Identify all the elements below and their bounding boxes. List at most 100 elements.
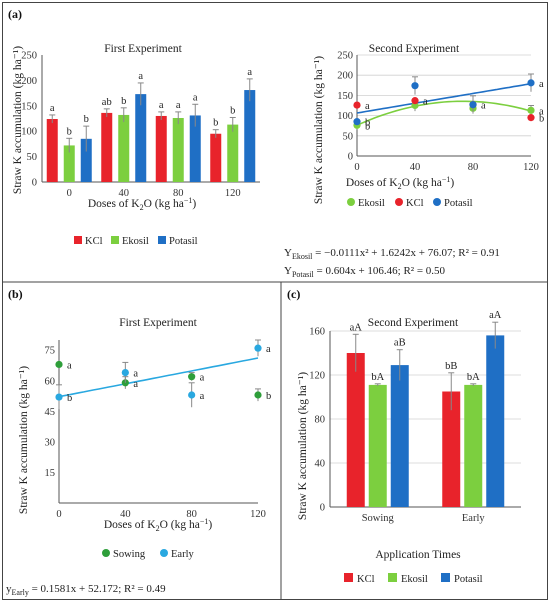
b-sig-sowing-120: b <box>266 391 271 402</box>
b-ytick-75: 75 <box>45 346 56 357</box>
a1-bar-ekosil-0 <box>63 145 75 182</box>
legend-a1: KCl Ekosil Potasil <box>74 236 198 247</box>
legend-label-potasil: Potasil <box>169 236 198 247</box>
legend-swatch-potasil <box>158 236 166 244</box>
a1-sig-ekosil-80: a <box>176 100 181 111</box>
c-sig-ekosil-early: bA <box>467 372 480 383</box>
b-point-early-0 <box>55 393 63 401</box>
c-xtick-sowing: Sowing <box>362 513 395 524</box>
legend-swatch-ekosil-c <box>388 573 397 582</box>
panel-label-b: (b) <box>8 287 23 301</box>
a2-xtick-0: 0 <box>354 162 359 173</box>
a2-ytick-250: 250 <box>337 51 353 62</box>
a2-sig-kcl-40: a <box>423 97 428 108</box>
c-sig-ekosil-sowing: bA <box>371 372 384 383</box>
legend-swatch-ekosil <box>111 236 119 244</box>
c-ytick-40: 40 <box>315 459 326 470</box>
b-ytick-45: 45 <box>45 407 56 418</box>
a1-sig-kcl-120: b <box>213 118 218 129</box>
b-point-early-80 <box>188 391 196 399</box>
equation-early: yEarly = 0.1581x + 52.172; R² = 0.49 <box>6 583 166 597</box>
c-bar-potasil-early <box>486 335 505 507</box>
a1-xtick-0: 0 <box>67 188 72 199</box>
b-point-early-40 <box>121 369 129 377</box>
legend-label-kcl-2: KCl <box>406 198 424 209</box>
a1-sig-kcl-0: a <box>50 103 55 114</box>
a1-ytick-0: 0 <box>32 178 37 189</box>
title-second-experiment-a: Second Experiment <box>369 43 460 55</box>
b-ytick-60: 60 <box>45 376 56 387</box>
a1-ytick-200: 200 <box>21 76 37 87</box>
legend-swatch-kcl <box>74 236 82 244</box>
a1-ytick-50: 50 <box>27 152 38 163</box>
a2-sig-potasil-120: a <box>539 79 544 90</box>
legend-swatch-kcl-c <box>344 573 353 582</box>
xlabel-a2: Doses of K2O (kg ha−1) <box>346 175 455 191</box>
c-ytick-0: 0 <box>320 503 325 514</box>
legend-a2: Ekosil KCl Potasil <box>347 198 473 209</box>
c-bar-ekosil-sowing <box>368 384 387 507</box>
legend-marker-early <box>160 549 168 557</box>
b-sig-sowing-80: a <box>200 373 205 384</box>
a2-ytick-150: 150 <box>337 91 353 102</box>
a1-sig-potasil-0: b <box>84 114 89 125</box>
legend-c: KCl Ekosil Potasil <box>344 573 483 585</box>
a1-bar-kcl-0 <box>46 119 58 182</box>
a1-ytick-250: 250 <box>21 51 37 62</box>
b-point-early-120 <box>254 344 262 352</box>
a2-sig-ekosil-120: a <box>539 106 544 117</box>
legend-marker-kcl <box>395 198 403 206</box>
b-xtick-40: 40 <box>120 509 131 520</box>
a1-sig-ekosil-0: b <box>67 126 72 137</box>
a1-xtick-120: 120 <box>225 188 241 199</box>
a1-sig-potasil-120: a <box>247 67 252 78</box>
c-sig-kcl-sowing: aA <box>350 322 363 333</box>
legend-label-ekosil-2: Ekosil <box>358 198 385 209</box>
b-sig-early-80: a <box>200 391 205 402</box>
c-ytick-120: 120 <box>309 371 325 382</box>
a1-xtick-40: 40 <box>119 188 130 199</box>
a1-bar-potasil-0 <box>80 138 92 182</box>
c-sig-potasil-sowing: aB <box>394 338 406 349</box>
legend-label-ekosil: Ekosil <box>122 236 149 247</box>
legend-marker-ekosil <box>347 198 355 206</box>
a1-bar-kcl-80 <box>155 115 167 182</box>
a2-xtick-120: 120 <box>523 162 539 173</box>
title-second-experiment-c: Second Experiment <box>368 317 459 329</box>
a1-ytick-150: 150 <box>21 101 37 112</box>
legend-label-ekosil-c: Ekosil <box>401 574 428 585</box>
xlabel-a1: Doses of K2O (kg ha−1) <box>88 196 197 212</box>
legend-label-kcl: KCl <box>85 236 103 247</box>
a2-sig-potasil-0: b <box>365 118 370 129</box>
a1-bar-potasil-80 <box>189 115 201 182</box>
a2-trendline-ekosil <box>356 100 532 127</box>
a1-bar-ekosil-80 <box>172 117 184 182</box>
b-sig-early-120: a <box>266 344 271 355</box>
ylabel-b: Straw K accumulation (kg ha⁻¹) <box>18 366 30 514</box>
chart-c-second-experiment: 0 40 80 120 160 Sowing aA bA aB Early bB bA aA <box>309 310 521 524</box>
a2-point-potasil-120 <box>527 79 535 87</box>
title-first-experiment-a: First Experiment <box>104 43 182 55</box>
a1-bar-ekosil-40 <box>118 114 130 182</box>
c-sig-potasil-early: aA <box>489 310 502 321</box>
a2-ytick-100: 100 <box>337 111 353 122</box>
xlabel-b: Doses of K2O (kg ha−1) <box>104 517 213 533</box>
b-xtick-80: 80 <box>186 509 197 520</box>
c-bar-kcl-sowing <box>346 353 365 507</box>
legend-label-early: Early <box>171 549 194 560</box>
a2-sig-kcl-0: a <box>365 101 370 112</box>
b-sig-early-40: a <box>133 369 138 380</box>
a2-ytick-200: 200 <box>337 71 353 82</box>
a1-bar-potasil-40 <box>135 94 147 182</box>
a2-sig-potasil-80: a <box>481 101 486 112</box>
c-xtick-early: Early <box>462 513 485 524</box>
panel-label-c: (c) <box>287 287 300 301</box>
legend-b: Sowing Early <box>102 549 194 560</box>
a2-point-potasil-40 <box>411 82 419 90</box>
a2-xtick-40: 40 <box>410 162 421 173</box>
b-trendline-early <box>58 357 259 398</box>
